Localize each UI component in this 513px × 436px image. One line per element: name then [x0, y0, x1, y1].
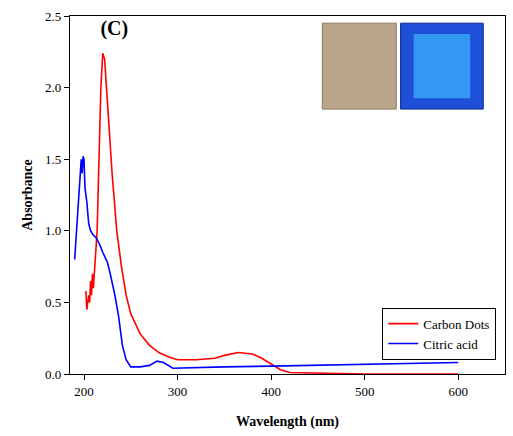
- svg-text:1.0: 1.0: [45, 223, 61, 238]
- svg-text:300: 300: [168, 384, 188, 399]
- svg-text:2.5: 2.5: [45, 9, 61, 24]
- svg-text:Wavelength (nm): Wavelength (nm): [236, 414, 339, 430]
- svg-text:(C): (C): [100, 17, 128, 40]
- svg-text:2.0: 2.0: [45, 80, 61, 95]
- svg-text:Citric acid: Citric acid: [423, 337, 478, 352]
- svg-text:400: 400: [261, 384, 281, 399]
- svg-text:0.5: 0.5: [45, 295, 61, 310]
- svg-text:200: 200: [74, 384, 94, 399]
- svg-text:Absorbance: Absorbance: [20, 159, 35, 231]
- svg-text:Carbon Dots: Carbon Dots: [423, 317, 489, 332]
- svg-text:1.5: 1.5: [45, 152, 61, 167]
- svg-text:500: 500: [355, 384, 375, 399]
- svg-text:0.0: 0.0: [45, 367, 61, 382]
- svg-text:600: 600: [448, 384, 468, 399]
